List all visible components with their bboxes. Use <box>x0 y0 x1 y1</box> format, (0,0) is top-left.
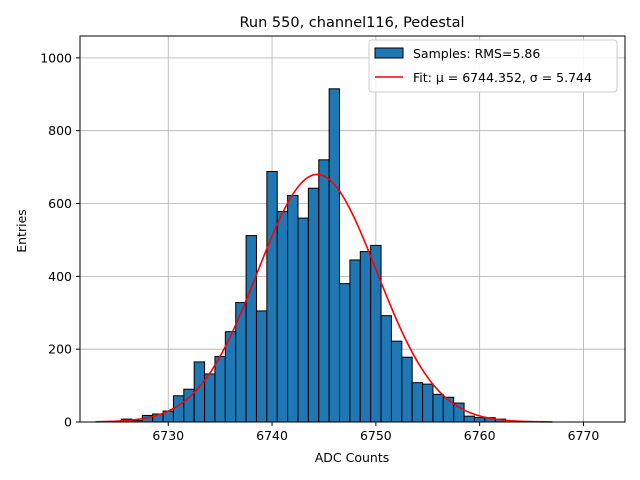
histogram-bar <box>276 211 289 423</box>
histogram-bar <box>224 331 237 423</box>
y-tick-label: 600 <box>48 196 72 211</box>
histogram-bar <box>390 340 403 423</box>
legend-label-samples: Samples: RMS=5.86 <box>413 46 540 61</box>
x-tick-label: 6740 <box>256 428 288 443</box>
histogram-bar <box>339 283 351 423</box>
y-axis-label: Entries <box>14 209 29 253</box>
y-tick-label: 400 <box>48 269 72 284</box>
histogram-bar <box>172 395 185 423</box>
histogram-bar <box>328 88 341 423</box>
histogram-bar <box>255 310 268 423</box>
histogram-bar <box>463 415 475 423</box>
histogram-bar <box>432 393 444 423</box>
histogram-bar <box>318 159 330 423</box>
histogram-bar <box>401 356 413 423</box>
histogram-bar <box>380 315 392 423</box>
legend-swatch-samples <box>374 47 404 59</box>
histogram-bar <box>297 217 309 423</box>
x-tick-label: 6770 <box>568 428 600 443</box>
x-tick-label: 6760 <box>464 428 496 443</box>
histogram-bar <box>422 383 434 423</box>
legend-box <box>368 39 618 93</box>
histogram-bar <box>287 194 299 423</box>
histogram-bar <box>359 251 372 423</box>
y-tick-label: 200 <box>48 342 72 357</box>
legend: Samples: RMS=5.86 Fit: μ = 6744.352, σ =… <box>368 39 618 93</box>
y-tick-label: 1000 <box>40 50 72 65</box>
plot-frame <box>79 35 626 423</box>
x-axis-label: ADC Counts <box>315 450 390 465</box>
histogram-bar <box>307 187 320 423</box>
histogram-bar <box>473 417 486 423</box>
x-axis-ticks: 6730 6740 6750 6760 6770 <box>152 422 599 443</box>
histogram-bar <box>411 382 424 423</box>
x-tick-label: 6730 <box>152 428 184 443</box>
histogram-bar <box>266 170 278 423</box>
y-tick-label: 0 <box>64 415 72 430</box>
histogram-bar <box>214 355 226 423</box>
histogram-bar <box>370 244 382 423</box>
histogram-bar <box>349 259 361 423</box>
gaussian-fit-curve <box>95 173 553 423</box>
histogram-bar <box>204 373 216 423</box>
chart-title: Run 550, channel116, Pedestal <box>239 15 464 31</box>
y-tick-label: 800 <box>48 123 72 138</box>
histogram-bar <box>245 235 257 423</box>
y-axis-ticks: 0 200 400 600 800 1000 <box>40 50 80 430</box>
legend-label-fit: Fit: μ = 6744.352, σ = 5.744 <box>413 70 592 85</box>
x-tick-label: 6750 <box>360 428 392 443</box>
